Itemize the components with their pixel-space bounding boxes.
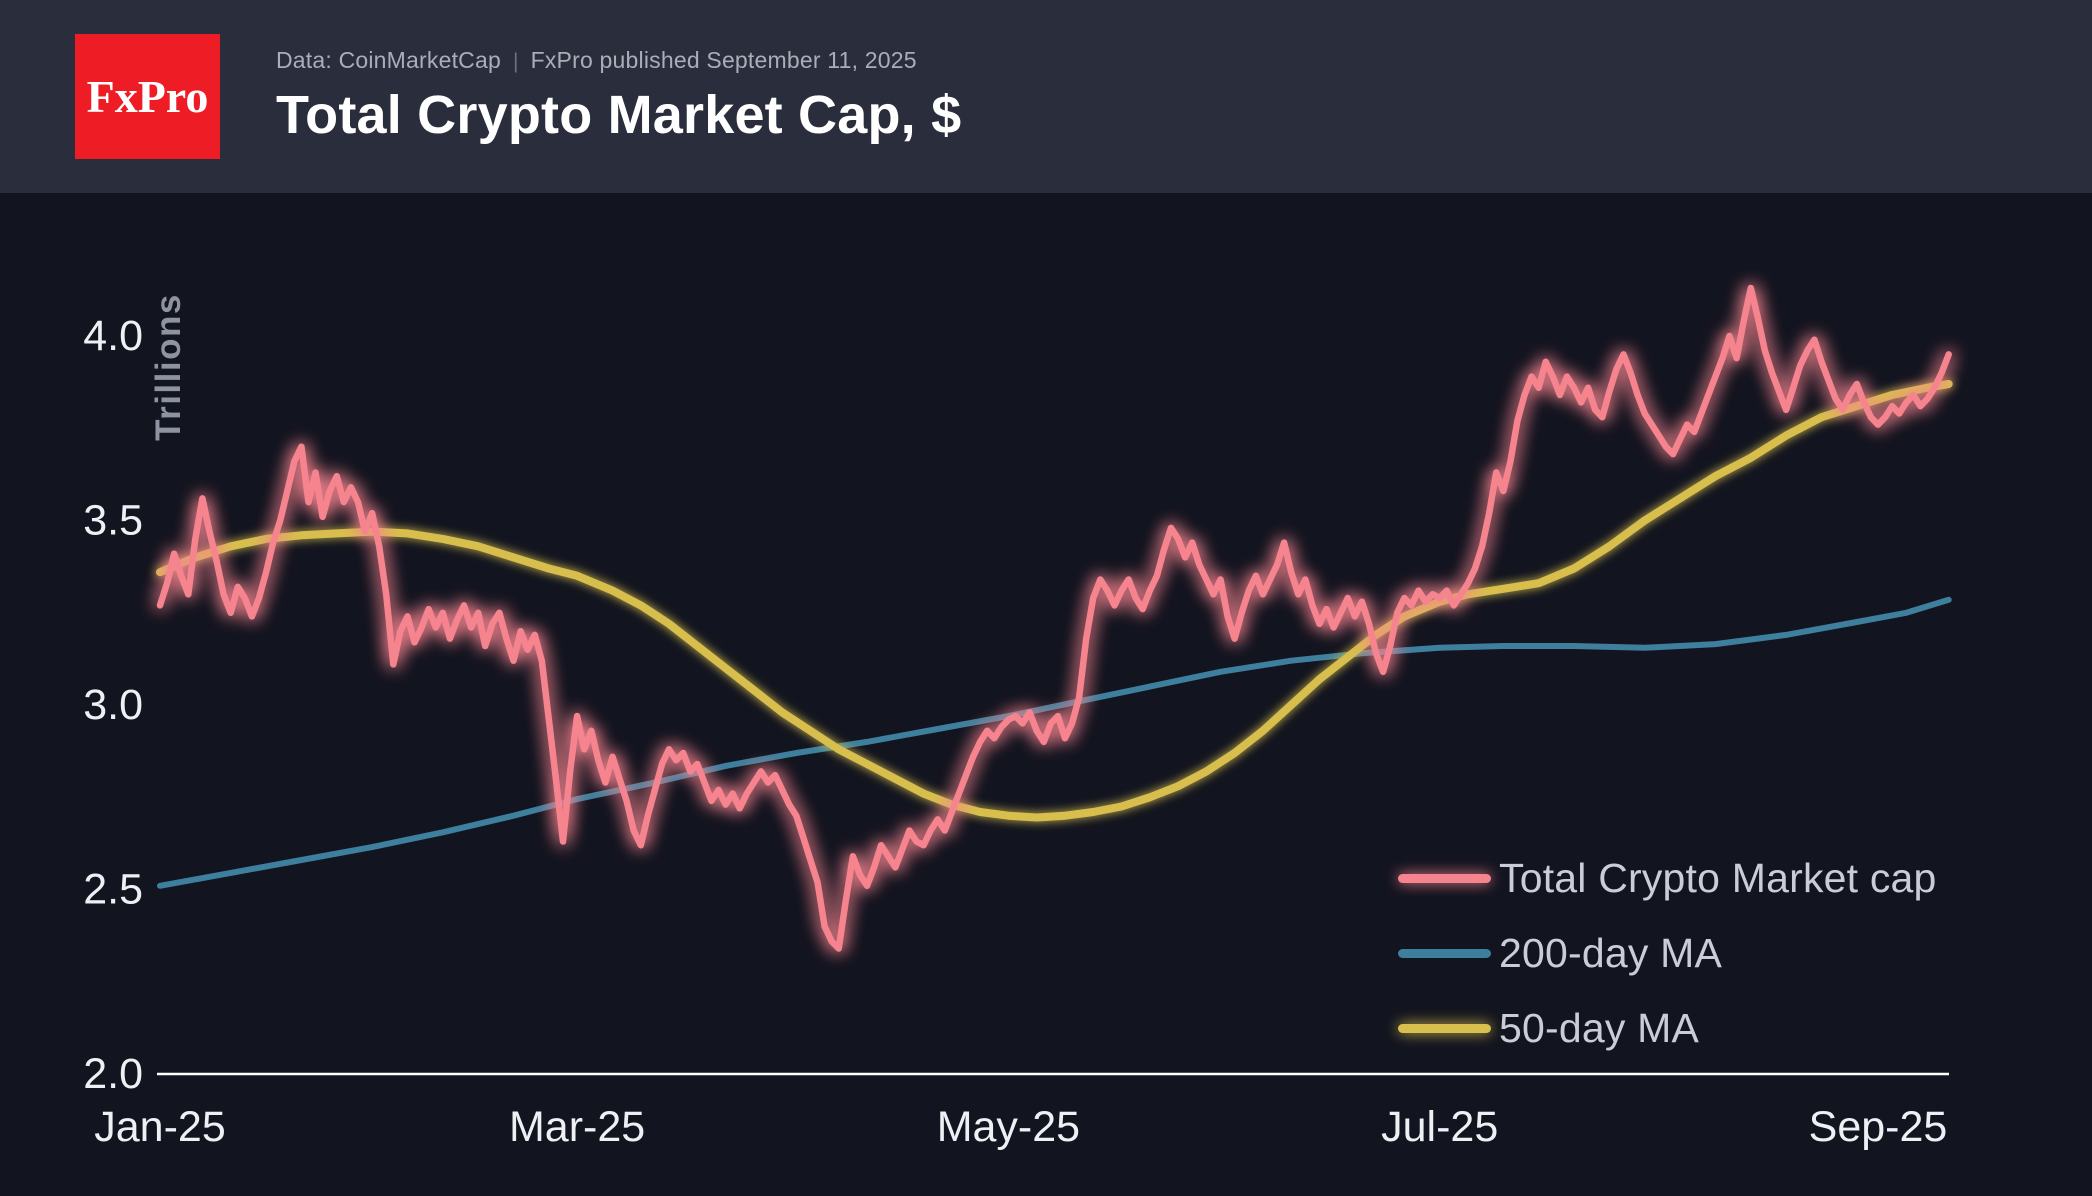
legend-swatch-market-cap: [1398, 873, 1491, 883]
legend-swatch-ma200: [1398, 948, 1491, 958]
legend-label-market-cap: Total Crypto Market cap: [1499, 854, 1937, 901]
legend-label-ma50: 50-day MA: [1499, 1004, 1700, 1051]
x-tick-label: Jul-25: [1381, 1103, 1498, 1151]
fxpro-logo: FxPro: [75, 34, 220, 159]
data-source-text: Data: CoinMarketCap: [276, 47, 501, 73]
y-tick-label: 3.0: [83, 681, 143, 729]
x-tick-label: Sep-25: [1809, 1103, 1948, 1151]
x-tick-label: Jan-25: [94, 1103, 225, 1151]
y-tick-label: 2.5: [83, 866, 143, 914]
y-tick-label: 4.0: [83, 312, 143, 360]
header: FxPro Data: CoinMarketCap | FxPro publishe…: [0, 0, 2092, 193]
x-tick-label: May-25: [937, 1103, 1080, 1151]
chart-canvas: 2.0 2.5 3.0 3.5 4.0 Jan-25 Mar-25 May-25 Jul-25 S…: [83, 284, 1953, 1151]
legend-item-ma200: 200-day MA: [1398, 928, 1937, 978]
market-cap-line: [156, 284, 1952, 952]
x-tick-label: Mar-25: [509, 1103, 645, 1151]
chart-title: Total Crypto Market Cap, $: [276, 85, 962, 145]
legend: Total Crypto Market cap 200-day MA 50-da…: [1398, 853, 1937, 1053]
fxpro-logo-text: FxPro: [86, 71, 209, 122]
chart-area: 2.0 2.5 3.0 3.5 4.0 Jan-25 Mar-25 May-25 Jul-25 S…: [0, 193, 2092, 1196]
y-tick-label: 2.0: [83, 1050, 143, 1098]
legend-label-ma200: 200-day MA: [1499, 929, 1723, 976]
legend-item-ma50: 50-day MA: [1398, 1003, 1937, 1053]
ma200-line: [157, 596, 1952, 889]
legend-swatch-ma50: [1398, 1023, 1491, 1033]
source-line: Data: CoinMarketCap | FxPro published Sept…: [276, 47, 961, 74]
source-separator: |: [512, 50, 519, 73]
y-axis-title: Trillions: [149, 293, 188, 441]
y-tick-label: 3.5: [83, 497, 143, 545]
ma50-line: [156, 380, 1953, 822]
header-text-block: Data: CoinMarketCap | FxPro published Sept…: [276, 47, 961, 146]
published-text: FxPro published September 11, 2025: [530, 47, 917, 73]
legend-item-market-cap: Total Crypto Market cap: [1398, 853, 1937, 903]
